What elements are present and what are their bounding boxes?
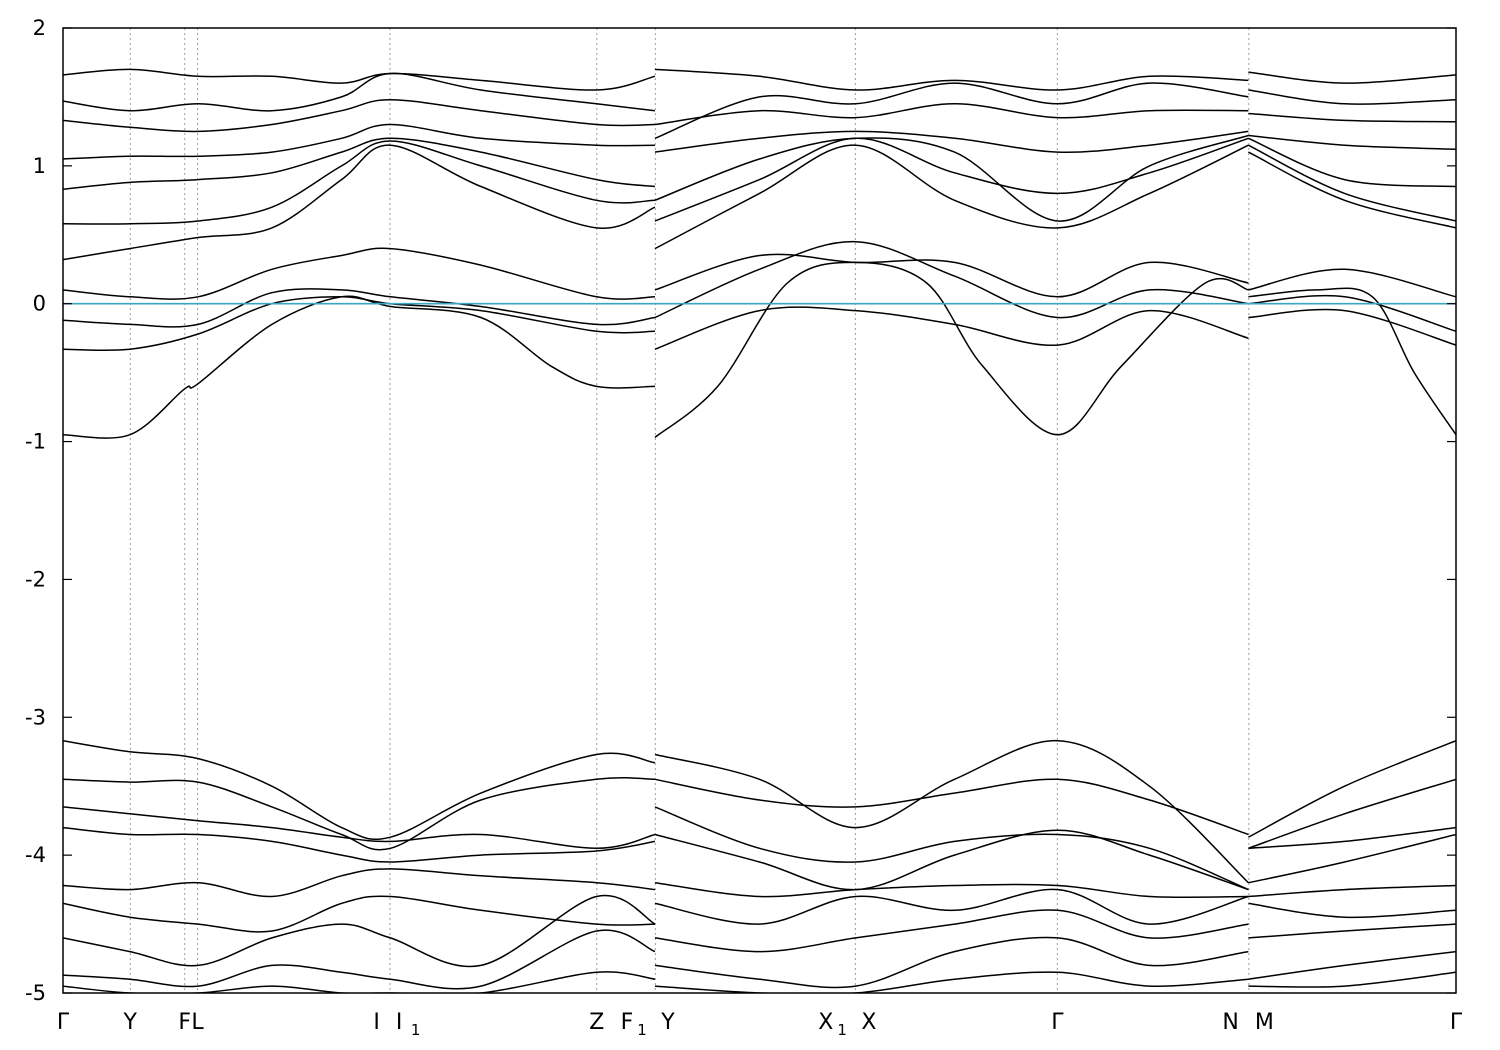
band-line — [1248, 826, 1456, 850]
band-line — [654, 130, 1249, 154]
y-tick-label: -1 — [25, 430, 46, 454]
band-line — [63, 895, 656, 933]
kpoint-label: M — [1255, 1010, 1274, 1035]
band-line — [63, 739, 656, 841]
kpoint-label: X — [861, 1010, 876, 1035]
kpoint-label: N — [1222, 1010, 1238, 1035]
band-line — [654, 778, 1249, 836]
band-line — [1248, 112, 1456, 123]
kpoint-label-subscript: 1 — [637, 1021, 647, 1039]
band-line — [63, 123, 656, 160]
band-line — [63, 72, 656, 112]
band-line — [1248, 144, 1456, 222]
kpoint-label: I — [396, 1010, 403, 1035]
band-line — [63, 144, 656, 261]
band-line — [1248, 308, 1456, 346]
kpoint-label: I — [373, 1010, 380, 1035]
y-axis-ticks: 2 1 0 -1 -2 -3 -4 -5 — [25, 16, 1456, 1005]
band-line — [1248, 833, 1456, 884]
band-line — [654, 881, 1249, 899]
band-line — [1248, 902, 1456, 919]
band-line — [654, 806, 1249, 891]
band-line — [654, 82, 1249, 139]
kpoint-label-subscript: 1 — [837, 1021, 847, 1039]
band-line — [1248, 268, 1456, 298]
band-line — [654, 936, 1249, 989]
kpoint-label: F — [621, 1010, 634, 1035]
y-tick-label: 1 — [33, 154, 46, 178]
plot-frame — [62, 27, 1457, 994]
band-line — [654, 240, 1249, 319]
band-line — [654, 137, 1249, 222]
band-line — [1248, 134, 1456, 151]
band-line — [1248, 294, 1456, 333]
band-line — [654, 103, 1249, 126]
band-line — [63, 777, 656, 851]
band-line — [63, 296, 656, 352]
band-line — [654, 829, 1249, 891]
kpoint-label: L — [191, 1010, 204, 1035]
band-line — [63, 868, 656, 898]
band-line — [654, 306, 1249, 350]
y-tick-label: -3 — [25, 705, 46, 729]
band-line — [1248, 884, 1456, 898]
band-line — [63, 137, 656, 191]
y-tick-label: -2 — [25, 567, 46, 591]
band-line — [1248, 137, 1456, 188]
band-line — [654, 261, 1249, 438]
kpoint-label: Z — [589, 1010, 604, 1035]
band-line — [63, 247, 656, 300]
band-line — [654, 68, 1249, 91]
band-line — [1248, 971, 1456, 988]
kpoint-label: X — [818, 1010, 833, 1035]
band-line — [654, 144, 1249, 250]
band-line — [63, 806, 656, 850]
y-tick-label: 0 — [33, 292, 46, 316]
kpoint-label: Γ — [1450, 1010, 1463, 1035]
band-line — [654, 909, 1249, 953]
band-curves — [63, 68, 1456, 993]
band-line — [63, 971, 656, 993]
band-line — [63, 288, 656, 328]
band-line — [1248, 923, 1456, 939]
kpoint-label: Y — [660, 1010, 675, 1035]
band-line — [1248, 740, 1456, 838]
band-line — [654, 253, 1249, 298]
y-tick-label: -5 — [25, 981, 46, 1005]
band-line — [654, 134, 1249, 222]
band-line — [63, 98, 656, 133]
band-line — [63, 68, 656, 91]
band-line — [1248, 287, 1456, 436]
band-line — [1248, 151, 1456, 229]
kpoint-label: Γ — [1051, 1010, 1064, 1035]
band-line — [63, 826, 656, 863]
band-line — [1248, 71, 1456, 84]
y-tick-label: -4 — [25, 843, 46, 867]
band-line — [63, 140, 656, 225]
high-symmetry-gridlines — [129, 28, 1250, 993]
band-line — [63, 929, 656, 990]
kpoint-label-subscript: 1 — [411, 1021, 421, 1039]
kpoint-label: Γ — [57, 1010, 70, 1035]
band-line — [1248, 89, 1456, 105]
y-tick-label: 2 — [33, 16, 46, 40]
band-line — [63, 894, 656, 968]
band-line — [654, 739, 1249, 884]
band-line — [1248, 778, 1456, 850]
kpoint-label: F — [178, 1010, 191, 1035]
band-line — [654, 888, 1249, 925]
kpoint-label: Y — [123, 1010, 138, 1035]
plot-border — [62, 27, 1457, 994]
band-line — [1248, 950, 1456, 980]
